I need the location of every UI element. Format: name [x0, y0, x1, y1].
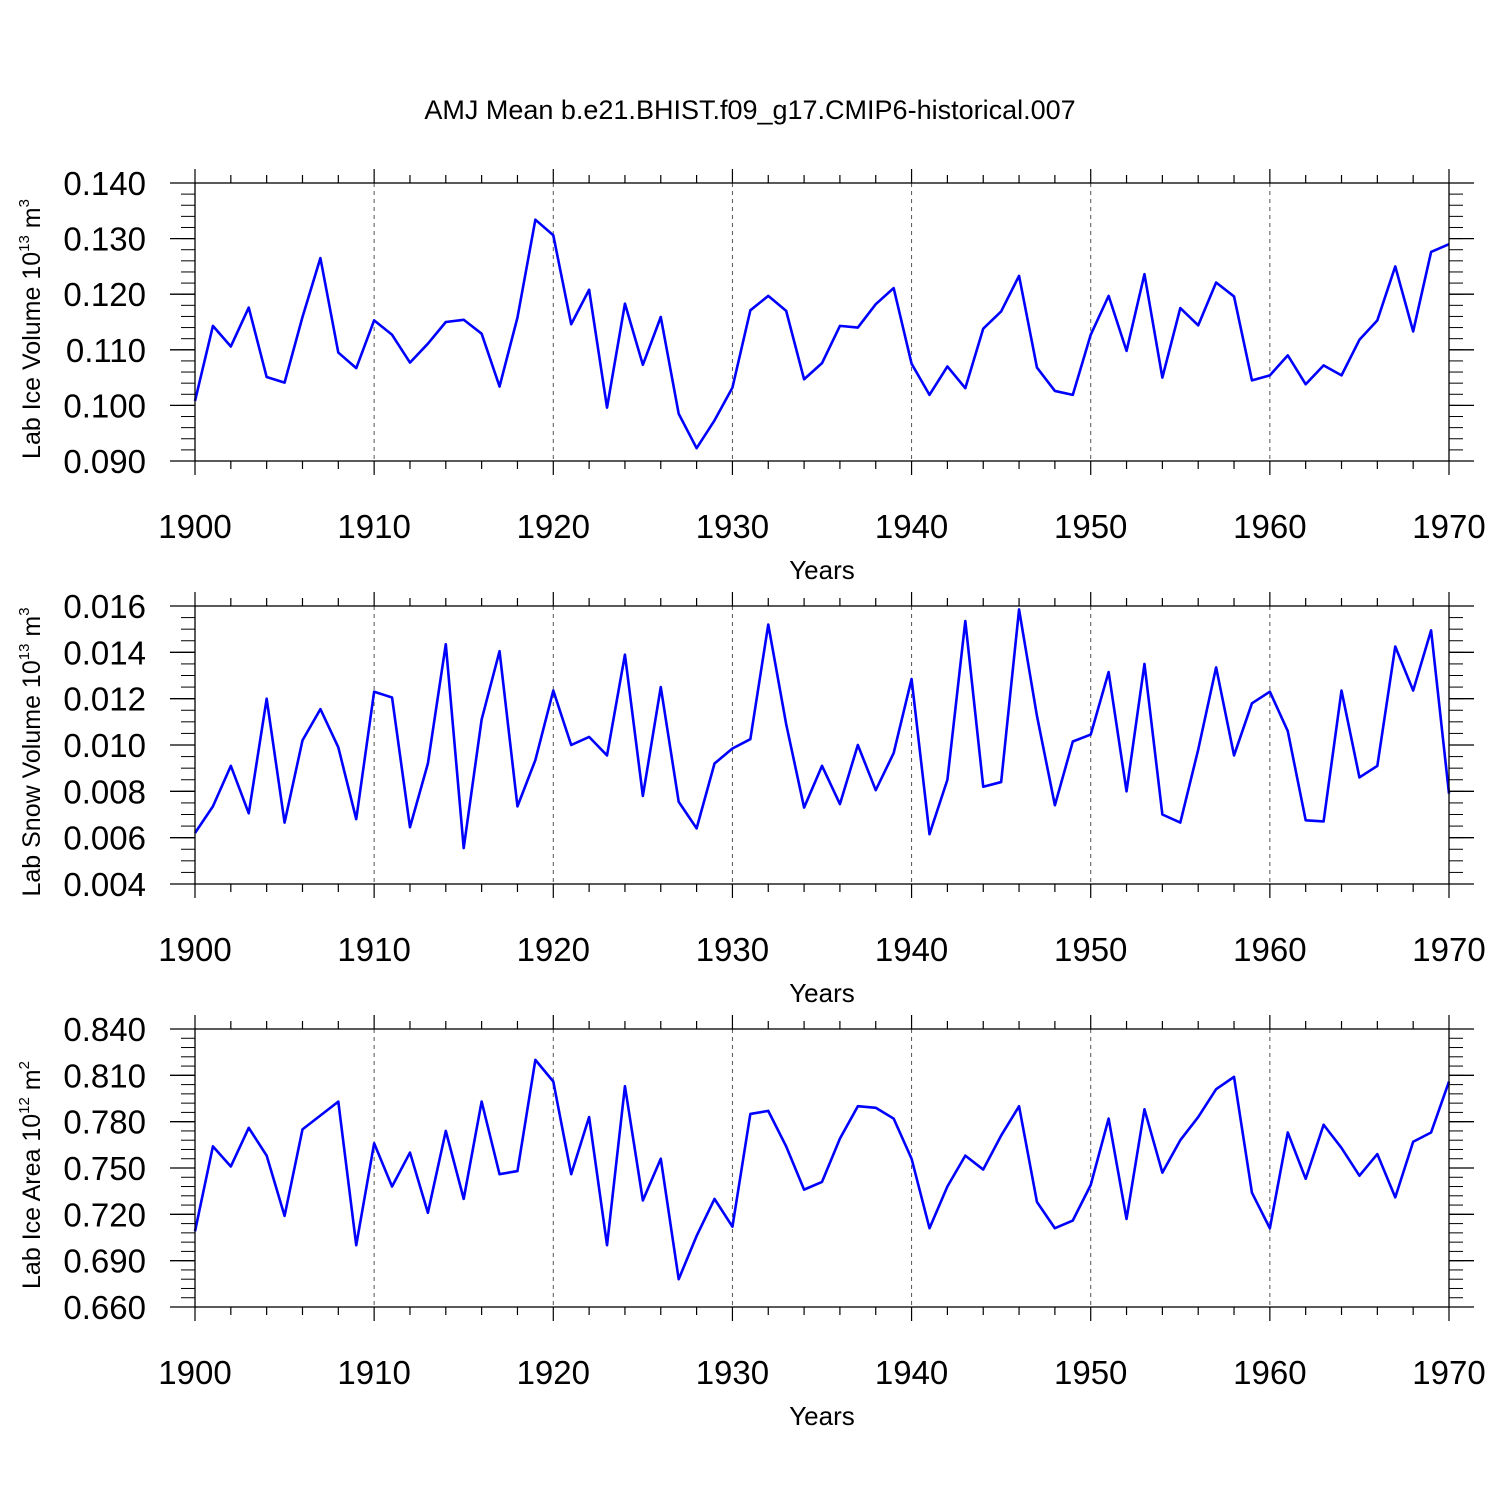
x-axis-label: Years: [789, 1401, 855, 1431]
x-tick-label: 1900: [158, 1354, 231, 1391]
y-tick-label: 0.130: [63, 221, 146, 258]
plot-frame: [194, 605, 1450, 885]
y-tick-label: 0.140: [63, 165, 146, 202]
y-tick-label: 0.120: [63, 276, 146, 313]
x-tick-label: 1900: [158, 508, 231, 545]
x-tick-label: 1960: [1233, 508, 1306, 545]
x-tick-label: 1910: [337, 508, 410, 545]
x-tick-label: 1950: [1054, 931, 1127, 968]
x-tick-label: 1940: [875, 1354, 948, 1391]
y-tick-label: 0.750: [63, 1150, 146, 1187]
y-tick-label: 0.840: [63, 1011, 146, 1048]
x-axis-label: Years: [789, 978, 855, 1008]
panel-ice-area: 1900 1910 1920 1930 1940 1950 1960 1970 Years 0.6…: [16, 1011, 1486, 1431]
x-tick-label: 1900: [158, 931, 231, 968]
x-tick-label: 1930: [696, 508, 769, 545]
series-line: [193, 1058, 1451, 1281]
x-tick-label: 1940: [875, 931, 948, 968]
x-tick-label: 1930: [696, 931, 769, 968]
series-line: [193, 608, 1451, 850]
x-tick-label: 1940: [875, 508, 948, 545]
y-axis-label: Lab Snow Volume 1013 m3: [16, 607, 46, 896]
figure-title: AMJ Mean b.e21.BHIST.f09_g17.CMIP6-histo…: [424, 95, 1075, 125]
y-tick-label: 0.006: [63, 820, 146, 857]
x-tick-label: 1960: [1233, 1354, 1306, 1391]
x-tick-label: 1950: [1054, 1354, 1127, 1391]
series-line: [193, 218, 1450, 450]
y-tick-label: 0.110: [66, 332, 146, 369]
x-tick-label: 1960: [1233, 931, 1306, 968]
y-tick-label: 0.004: [63, 866, 146, 903]
y-tick-label: 0.660: [63, 1289, 146, 1326]
panel-ice-volume: 1900 1910 1920 1930 1940 1950 1960 1970 Years 0.0…: [16, 165, 1486, 585]
y-tick-label: 0.008: [63, 773, 146, 810]
y-tick-label: 0.690: [63, 1243, 146, 1280]
x-tick-label: 1950: [1054, 508, 1127, 545]
x-axis-label: Years: [789, 555, 855, 585]
y-tick-label: 0.100: [63, 387, 146, 424]
y-axis-label: Lab Ice Area 1012 m2: [16, 1061, 46, 1289]
y-axis-label: Lab Ice Volume 1013 m3: [16, 199, 46, 459]
x-tick-label: 1970: [1412, 1354, 1485, 1391]
y-tick-label: 0.014: [63, 634, 146, 671]
y-tick-label: 0.810: [63, 1057, 146, 1094]
y-tick-label: 0.010: [63, 727, 146, 764]
y-tick-label: 0.012: [63, 681, 146, 718]
x-tick-label: 1910: [337, 931, 410, 968]
x-tick-label: 1920: [517, 931, 590, 968]
plot-frame: [194, 182, 1450, 462]
x-tick-label: 1920: [517, 1354, 590, 1391]
panel-snow-volume: 1900 1910 1920 1930 1940 1950 1960 1970 Years 0.0…: [16, 588, 1486, 1008]
y-tick-label: 0.090: [63, 443, 146, 480]
x-tick-label: 1910: [337, 1354, 410, 1391]
x-tick-label: 1930: [696, 1354, 769, 1391]
x-tick-label: 1920: [517, 508, 590, 545]
x-tick-label: 1970: [1412, 931, 1485, 968]
x-tick-label: 1970: [1412, 508, 1485, 545]
y-tick-label: 0.016: [63, 588, 146, 625]
y-tick-label: 0.780: [63, 1104, 146, 1141]
y-tick-label: 0.720: [63, 1196, 146, 1233]
